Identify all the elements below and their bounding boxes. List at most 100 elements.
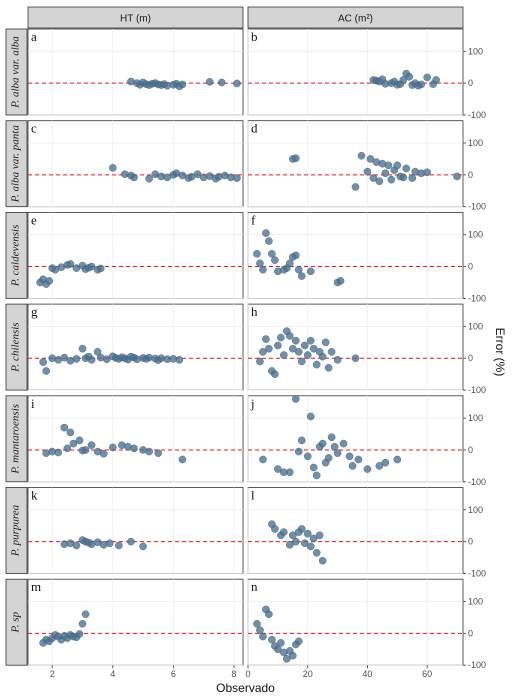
y-tick-label: 0	[468, 78, 473, 88]
data-point	[291, 537, 300, 546]
data-point	[324, 364, 333, 372]
data-point	[297, 525, 306, 533]
data-point	[423, 168, 431, 177]
panel-g: g	[27, 303, 244, 391]
panel-letter: g	[31, 304, 38, 319]
data-point	[306, 336, 315, 345]
data-point	[60, 353, 69, 362]
data-point	[271, 370, 279, 378]
strip-ht-label: HT (m)	[120, 14, 151, 25]
data-point	[268, 250, 276, 258]
data-point	[363, 465, 372, 473]
data-point	[145, 174, 153, 183]
data-point	[78, 619, 87, 628]
data-point	[75, 436, 84, 445]
data-point	[130, 444, 138, 453]
row-strip-label: P. alba var. alba	[10, 36, 22, 109]
data-point	[280, 528, 288, 536]
data-point	[253, 250, 261, 258]
data-point	[375, 462, 384, 470]
panel-frame	[247, 28, 464, 116]
y-tick-label: 100	[468, 321, 483, 331]
data-point	[271, 256, 279, 264]
data-point	[345, 452, 354, 461]
x-tick-label: 40	[362, 669, 372, 679]
panel-d: d	[247, 120, 464, 208]
data-point	[274, 465, 282, 473]
data-point	[262, 335, 270, 343]
data-point	[72, 355, 81, 363]
data-point	[291, 336, 300, 345]
strip-ac-label: AC (m²)	[338, 14, 373, 25]
y-tick-label: 0	[468, 170, 473, 180]
data-point	[288, 531, 297, 540]
data-point	[294, 265, 303, 274]
data-point	[96, 264, 105, 273]
data-point	[178, 455, 187, 464]
data-point	[193, 170, 202, 179]
data-point	[321, 338, 330, 347]
data-point	[330, 442, 339, 451]
data-point	[218, 78, 226, 87]
data-point	[87, 441, 96, 449]
data-point	[402, 164, 411, 173]
data-point	[256, 626, 264, 634]
y-tick-label: -100	[468, 110, 486, 120]
row-strip	[5, 303, 28, 391]
data-point	[145, 447, 153, 456]
data-point	[175, 356, 184, 364]
data-point	[291, 154, 300, 163]
data-point	[291, 395, 300, 403]
y-tick-label: 0	[468, 262, 473, 272]
data-point	[357, 151, 366, 160]
x-tick-label: 6	[171, 669, 176, 679]
row-strip-label: P. caldevensis	[10, 225, 22, 288]
row-strips: P. alba var. alba P. alba var. panta P. ca…	[5, 28, 28, 666]
y-tick-label: 100	[468, 230, 483, 240]
data-point	[253, 619, 261, 628]
panel-letter: k	[31, 488, 38, 503]
panel-frame	[247, 487, 464, 574]
data-point	[303, 529, 312, 538]
y-tick-label: -100	[468, 385, 486, 395]
axes: -100 0 100 -100 0 100 -100 0 100 -100 0 100 -100 0 100…	[50, 46, 486, 679]
data-point	[45, 277, 53, 285]
data-point	[105, 539, 114, 548]
data-point	[274, 645, 282, 654]
data-point	[327, 348, 336, 356]
data-point	[381, 458, 390, 467]
panel-frame	[27, 120, 244, 208]
panel-i: i	[27, 395, 244, 483]
data-point	[265, 610, 273, 619]
x-tick-label: 4	[110, 669, 115, 679]
row-strip	[5, 578, 28, 666]
data-point	[297, 272, 306, 280]
data-point	[432, 76, 440, 84]
y-tick-label: -100	[468, 477, 486, 487]
row-strip	[5, 395, 28, 483]
row-strip	[5, 211, 28, 299]
data-point	[277, 639, 285, 647]
data-point	[312, 548, 321, 557]
data-point	[405, 72, 414, 81]
strip-ac	[247, 6, 464, 29]
y-axis-title: Error (%)	[493, 328, 507, 377]
row-strip	[5, 28, 28, 116]
data-point	[351, 354, 360, 363]
data-point	[286, 332, 294, 340]
data-point	[303, 452, 312, 461]
data-point	[318, 352, 327, 361]
data-point	[283, 655, 291, 663]
panel-letter: m	[31, 579, 41, 594]
y-tick-label: 100	[468, 505, 483, 515]
column-strips: HT (m) AC (m²)	[27, 6, 464, 29]
data-point	[108, 164, 117, 172]
panel-n: n	[247, 578, 464, 666]
panel-frame	[27, 211, 244, 299]
panel-e: e	[27, 211, 244, 299]
data-point	[417, 80, 425, 89]
panel-frame	[27, 578, 244, 666]
data-point	[63, 444, 72, 453]
data-point	[369, 174, 378, 182]
data-point	[393, 455, 402, 464]
